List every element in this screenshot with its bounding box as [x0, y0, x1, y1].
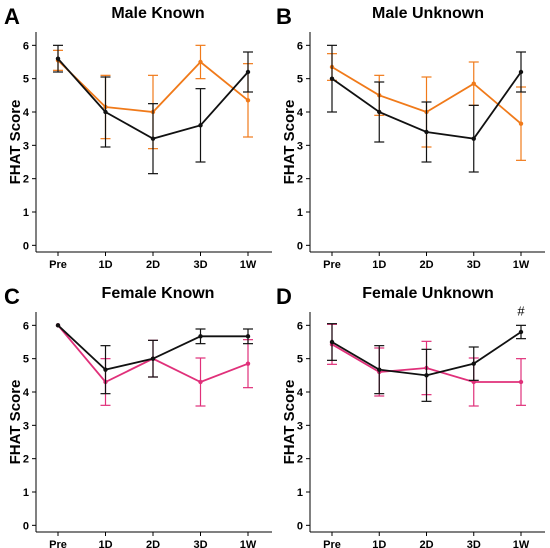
- chart-panel-a: A Male Known 0 1 2 3 4 5 6 Pre 1D 2D 3D 1W FHAT Score: [4, 4, 272, 271]
- y-tick-label: 0: [23, 520, 29, 532]
- y-tick-label: 4: [297, 107, 304, 119]
- y-tick-label: 2: [297, 174, 303, 186]
- y-tick-label: 3: [23, 140, 29, 152]
- x-tick-label: 2D: [419, 539, 433, 548]
- x-tick-label: Pre: [323, 539, 341, 548]
- data-point: [198, 334, 203, 339]
- x-tick-label: 3D: [467, 259, 481, 271]
- data-point: [198, 379, 203, 385]
- series-black: [327, 323, 526, 402]
- y-tick-label: 3: [297, 140, 303, 152]
- chart-title: Male Known: [111, 5, 204, 22]
- data-point: [424, 373, 429, 378]
- y-tick-label: 1: [23, 207, 29, 219]
- y-tick-label: 3: [297, 420, 303, 432]
- y-tick-label: 2: [23, 454, 29, 466]
- x-tick-label: 1W: [240, 259, 257, 271]
- data-point: [150, 136, 156, 141]
- data-point: [198, 59, 203, 65]
- y-tick-label: 0: [297, 520, 303, 532]
- x-tick-label: 2D: [146, 539, 160, 548]
- x-tick-label: 1W: [513, 259, 530, 271]
- y-tick-label: 6: [23, 320, 29, 332]
- x-tick-label: 1D: [372, 259, 386, 271]
- x-tick-label: 1W: [513, 539, 530, 548]
- y-tick-label: 0: [23, 240, 29, 252]
- panel-letter: A: [4, 4, 20, 29]
- data-point: [245, 361, 251, 366]
- data-point: [245, 69, 251, 75]
- chart-panel-c: C Female Known 0 1 2 3 4 5 6 Pre 1D 2D 3D 1W FHAT Scor…: [4, 284, 272, 548]
- data-point: [518, 379, 524, 385]
- y-tick-label: 4: [297, 387, 304, 399]
- data-point: [471, 81, 476, 86]
- x-tick-label: 1D: [98, 539, 112, 548]
- data-point: [55, 56, 61, 61]
- y-tick-label: 3: [23, 420, 29, 432]
- annotation-significance: #: [517, 303, 525, 318]
- y-tick-label: 5: [297, 74, 303, 86]
- y-tick-label: 5: [23, 74, 29, 86]
- chart-title: Female Unknown: [362, 285, 494, 302]
- data-point: [329, 76, 335, 81]
- y-tick-label: 1: [23, 487, 29, 499]
- y-tick-label: 5: [23, 354, 29, 366]
- chart-panel-d: D Female Unknown 0 1 2 3 4 5 6 Pre 1D 2D 3D 1W FHAT Sc…: [276, 284, 545, 548]
- x-tick-label: Pre: [323, 259, 341, 271]
- data-point: [103, 109, 108, 115]
- data-point: [424, 129, 429, 135]
- y-tick-label: 4: [23, 107, 30, 119]
- data-point: [329, 339, 335, 345]
- data-point: [55, 323, 61, 328]
- x-tick-label: Pre: [49, 259, 67, 271]
- x-tick-label: 2D: [419, 259, 433, 271]
- data-point: [518, 121, 524, 126]
- y-tick-label: 2: [297, 454, 303, 466]
- x-tick-label: 1D: [372, 539, 386, 548]
- panel-letter: D: [276, 284, 292, 309]
- y-tick-label: 2: [23, 174, 29, 186]
- data-point: [150, 356, 156, 361]
- data-point: [377, 367, 382, 372]
- y-tick-label: 4: [23, 387, 30, 399]
- data-point: [518, 329, 524, 335]
- y-axis-label: FHAT Score: [281, 380, 298, 465]
- data-point: [377, 109, 382, 115]
- series-black: [53, 44, 253, 175]
- data-point: [471, 361, 476, 366]
- y-axis-label: FHAT Score: [281, 100, 298, 185]
- panel-letter: C: [4, 284, 20, 309]
- y-axis-label: FHAT Score: [7, 100, 24, 185]
- y-tick-label: 0: [297, 240, 303, 252]
- x-tick-label: 1D: [98, 259, 112, 271]
- x-tick-label: 1W: [240, 539, 257, 548]
- x-tick-label: 2D: [146, 259, 160, 271]
- y-axis-label: FHAT Score: [7, 380, 24, 465]
- x-tick-label: 3D: [467, 539, 481, 548]
- series-black: [327, 44, 526, 173]
- chart-title: Female Known: [102, 285, 215, 302]
- data-point: [103, 367, 108, 372]
- data-point: [198, 123, 203, 128]
- chart-title: Male Unknown: [372, 5, 484, 22]
- y-tick-label: 1: [297, 487, 303, 499]
- y-tick-label: 1: [297, 207, 303, 219]
- series-black: [55, 323, 253, 395]
- chart-panel-b: B Male Unknown 0 1 2 3 4 5 6 Pre 1D 2D 3D 1W FHAT Scor…: [276, 4, 545, 271]
- y-tick-label: 6: [23, 40, 29, 52]
- x-tick-label: Pre: [49, 539, 67, 548]
- y-tick-label: 5: [297, 354, 303, 366]
- data-point: [518, 69, 524, 75]
- y-tick-label: 6: [297, 40, 303, 52]
- data-point: [471, 136, 476, 141]
- y-tick-label: 6: [297, 320, 303, 332]
- panel-letter: B: [276, 4, 292, 29]
- x-tick-label: 3D: [193, 539, 207, 548]
- data-point: [245, 334, 251, 339]
- x-tick-label: 3D: [193, 259, 207, 271]
- data-point: [245, 98, 251, 103]
